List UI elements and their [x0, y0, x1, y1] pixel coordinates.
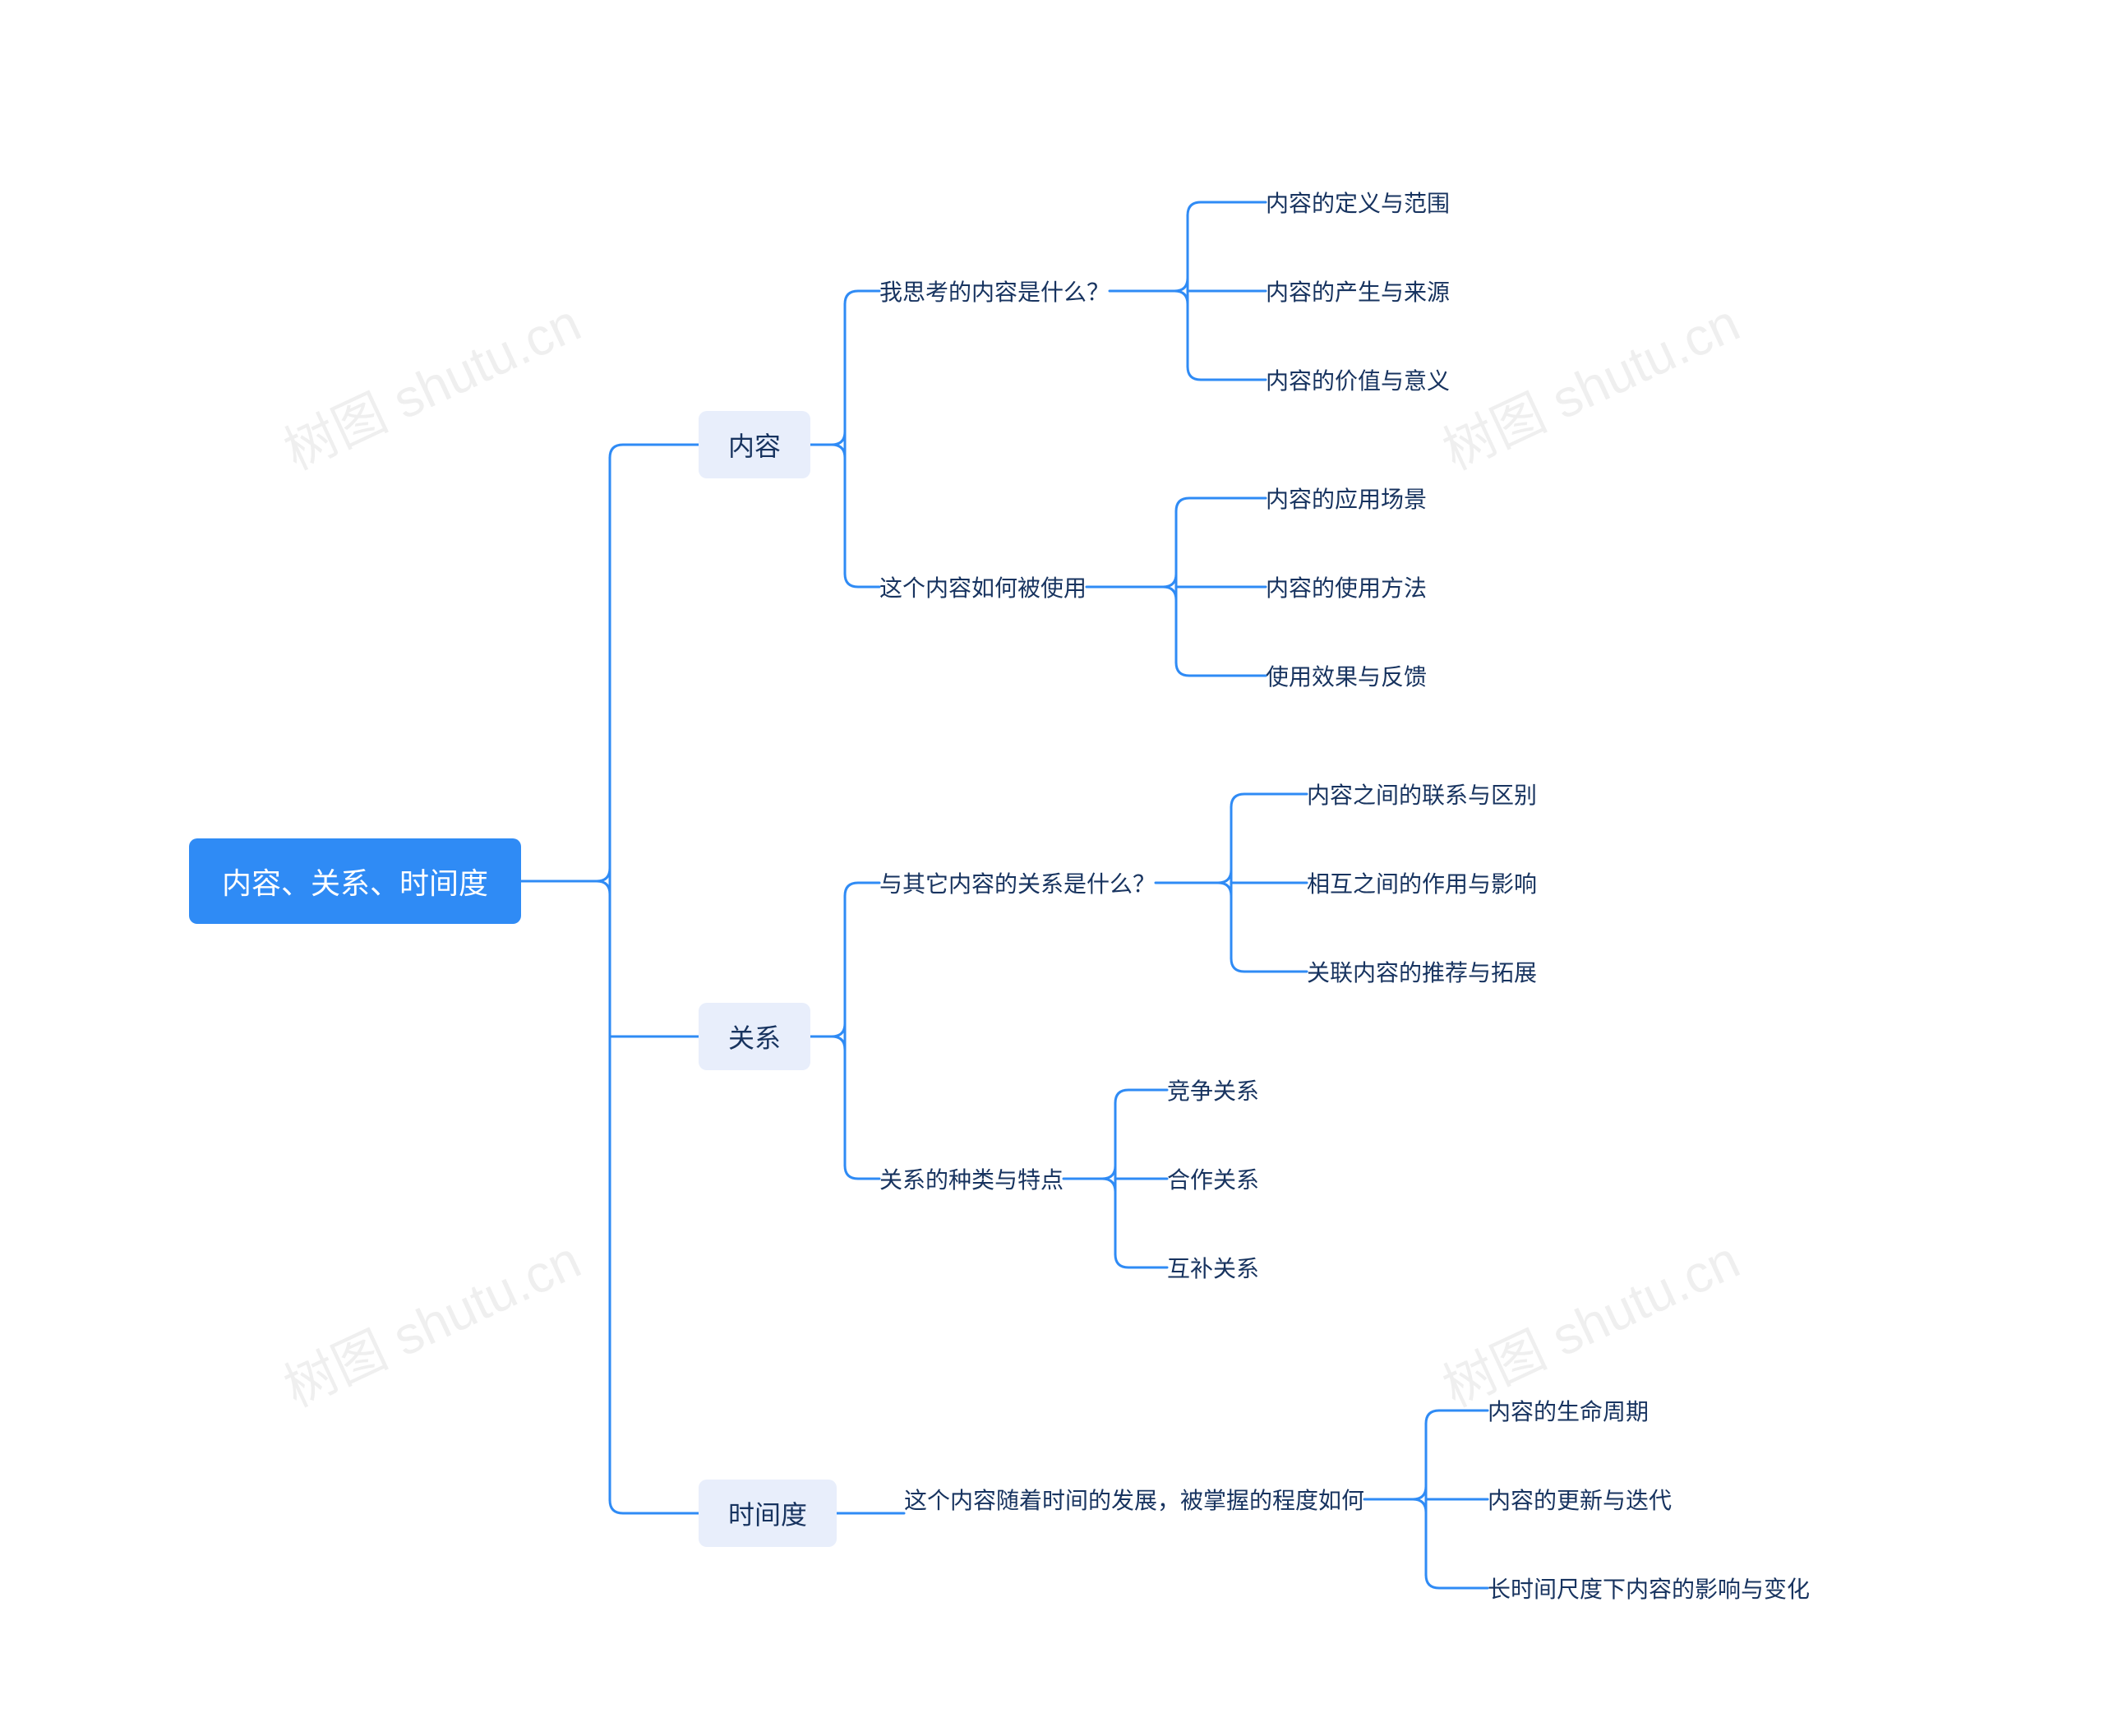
watermark: 树图 shutu.cn	[270, 1218, 591, 1421]
leaf-node: 内容的价值与意义	[1266, 360, 1450, 399]
level1-content: 内容	[699, 411, 810, 478]
leaf-node: 相互之间的作用与影响	[1307, 863, 1537, 903]
level2-node: 我思考的内容是什么？	[879, 271, 1110, 311]
root-node: 内容、关系、时间度	[189, 838, 521, 924]
leaf-node: 互补关系	[1167, 1248, 1259, 1287]
watermark: 树图 shutu.cn	[1429, 281, 1750, 484]
leaf-node: 关联内容的推荐与拓展	[1307, 952, 1537, 991]
watermark: 树图 shutu.cn	[270, 281, 591, 484]
level2-node: 这个内容如何被使用	[879, 567, 1087, 607]
leaf-node: 内容的定义与范围	[1266, 182, 1450, 222]
level2-node: 与其它内容的关系是什么？	[879, 863, 1156, 903]
leaf-node: 合作关系	[1167, 1159, 1259, 1198]
level1-time: 时间度	[699, 1480, 837, 1547]
leaf-node: 内容的应用场景	[1266, 478, 1427, 518]
leaf-node: 内容之间的联系与区别	[1307, 774, 1537, 814]
level1-relation: 关系	[699, 1003, 810, 1070]
leaf-node: 内容的使用方法	[1266, 567, 1427, 607]
level2-node: 关系的种类与特点	[879, 1159, 1064, 1198]
leaf-node: 内容的产生与来源	[1266, 271, 1450, 311]
leaf-node: 长时间尺度下内容的影响与变化	[1488, 1568, 1810, 1608]
leaf-node: 使用效果与反馈	[1266, 656, 1427, 695]
level2-node: 这个内容随着时间的发展，被掌握的程度如何	[904, 1480, 1364, 1519]
leaf-node: 内容的更新与迭代	[1488, 1480, 1672, 1519]
leaf-node: 内容的生命周期	[1488, 1391, 1649, 1430]
leaf-node: 竞争关系	[1167, 1070, 1259, 1110]
